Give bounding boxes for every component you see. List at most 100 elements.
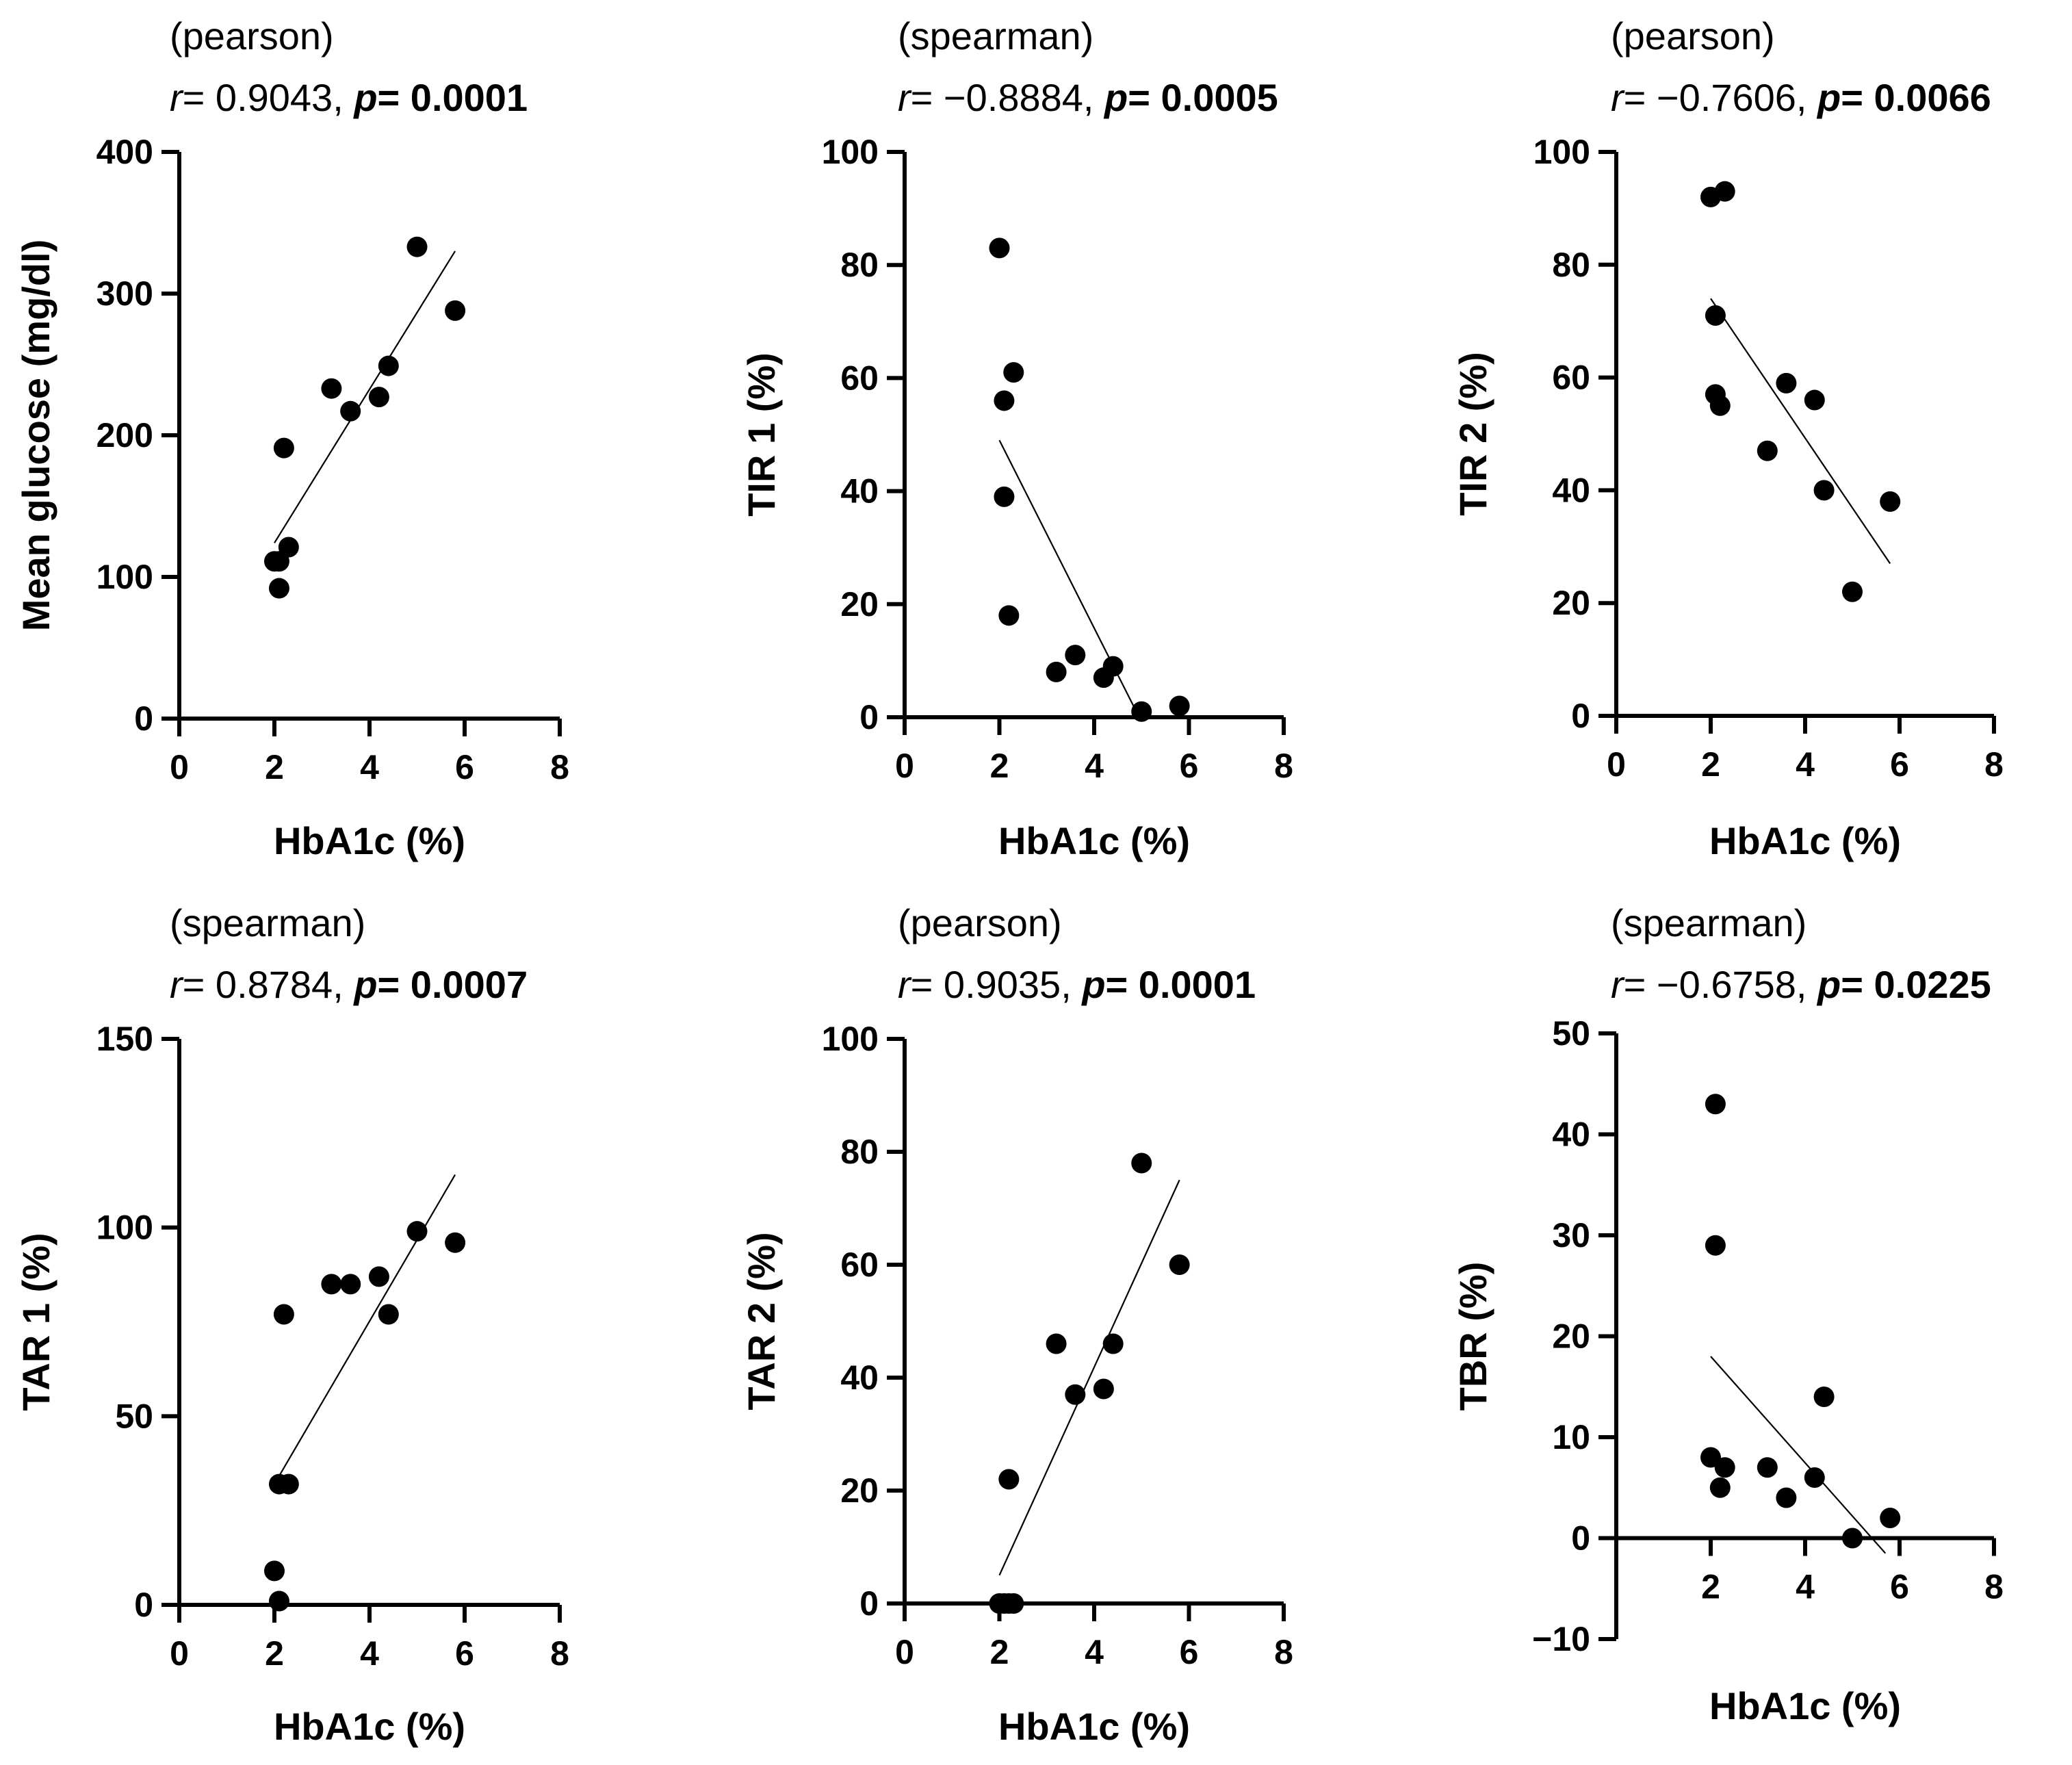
data-point [1880,1508,1901,1528]
y-tick-label: 400 [96,133,153,171]
data-point [1714,181,1735,202]
x-tick-label: 0 [895,1633,914,1671]
y-tick-label: 100 [822,1020,879,1058]
y-tick-label: 100 [1533,133,1590,171]
panel-4: (spearman) r= 0.8784, p= 0.0007 0 50 100 150 0… [14,901,569,1748]
p-value: = 0.0001 [378,76,528,119]
y-axis-title: TIR 1 (%) [740,352,783,517]
y-axis-title: Mean glucose (mg/dl) [14,240,57,632]
stats-label: r= 0.9035, p= 0.0001 [898,963,1256,1006]
y-tick-label: 0 [859,698,879,736]
y-tick-label: 40 [840,472,879,511]
y-tick-label: 80 [840,246,879,284]
data-point [1093,1378,1114,1400]
x-tick-label: 2 [265,1634,284,1673]
p-value: = 0.0005 [1128,76,1278,119]
data-point [1776,372,1797,394]
p-symbol: p [352,963,377,1006]
data-point [1705,1094,1726,1115]
x-tick-label: 4 [1796,1568,1815,1606]
data-point [445,300,466,321]
data-point [1804,1467,1825,1488]
fit-line [274,250,456,543]
data-point [1169,1254,1190,1275]
data-point [998,1469,1020,1490]
r-symbol: r [1611,963,1625,1006]
y-axis-title: TBR (%) [1451,1262,1494,1411]
data-point [1102,656,1124,677]
x-tick-label: 4 [1085,747,1104,785]
r-value: = 0.9035, [911,963,1083,1006]
fit-line [274,1174,456,1485]
data-point [268,578,289,599]
data-point [1813,1387,1835,1407]
panel-6: (spearman) r= −0.6758, p= 0.0225 −10 0 10 20 3… [1451,901,2004,1727]
stats-label: r= 0.9043, p= 0.0001 [170,76,528,119]
y-tick-label: 60 [1552,359,1590,397]
y-tick-label: 50 [1552,1014,1590,1053]
data-point [1131,701,1152,722]
data-point [278,537,299,558]
x-tick-label: 2 [1701,1568,1720,1606]
x-tick-label: 2 [265,748,284,786]
r-value: = −0.8884, [911,76,1104,119]
x-tick-label: 8 [1984,745,2004,784]
p-symbol: p [1816,76,1841,119]
data-point [1003,362,1024,383]
x-tick-label: 6 [1180,747,1199,785]
data-point [340,1274,361,1295]
data-point [994,486,1015,507]
x-tick-label: 0 [1607,745,1626,784]
data-point [264,1560,285,1582]
method-label: (spearman) [1611,901,1806,944]
y-tick-label: 150 [96,1020,153,1058]
data-point [1714,1457,1735,1478]
x-tick-label: 8 [1274,1633,1293,1671]
y-tick-label: 200 [96,416,153,454]
method-label: (pearson) [898,901,1062,944]
data-point [1705,1235,1726,1256]
panel-1: (pearson) r= 0.9043, p= 0.0001 0 100 200 300 4… [14,14,569,862]
data-point [1804,389,1825,411]
r-value: = −0.7606, [1624,76,1817,119]
data-point [994,390,1015,411]
y-tick-label: 80 [840,1133,879,1171]
data-point [368,387,389,408]
p-value: = 0.0001 [1106,963,1256,1006]
p-symbol: p [1816,963,1841,1006]
data-point [1842,581,1863,602]
x-tick-label: 8 [550,1634,569,1673]
data-point [406,236,428,257]
data-point [321,378,342,399]
x-tick-label: 6 [455,748,474,786]
x-axis-title: HbA1c (%) [274,819,465,862]
x-axis-title: HbA1c (%) [998,819,1190,862]
r-symbol: r [898,76,912,119]
data-point [273,437,294,459]
x-axis-title: HbA1c (%) [998,1705,1190,1748]
data-point [1842,1528,1863,1549]
y-axis-title: TAR 1 (%) [14,1233,57,1410]
y-tick-label: 0 [134,1586,153,1624]
fit-line [998,439,1140,718]
x-tick-label: 6 [455,1634,474,1673]
r-symbol: r [170,76,184,119]
y-tick-label: 80 [1552,246,1590,284]
r-value: = 0.8784, [183,963,354,1006]
x-tick-label: 0 [895,747,914,785]
data-point [1131,1152,1152,1174]
y-tick-label: 0 [1571,1519,1590,1558]
p-symbol: p [352,76,377,119]
y-tick-label: −10 [1532,1620,1590,1658]
data-point [998,605,1020,626]
y-tick-label: 30 [1552,1216,1590,1254]
data-point [1102,1333,1124,1354]
r-value: = −0.6758, [1624,963,1817,1006]
data-point [1880,491,1901,512]
data-point [1757,440,1778,461]
data-point [1065,645,1086,666]
p-symbol: p [1080,963,1105,1006]
y-tick-label: 50 [115,1397,153,1435]
x-axis-title: HbA1c (%) [1709,819,1901,862]
